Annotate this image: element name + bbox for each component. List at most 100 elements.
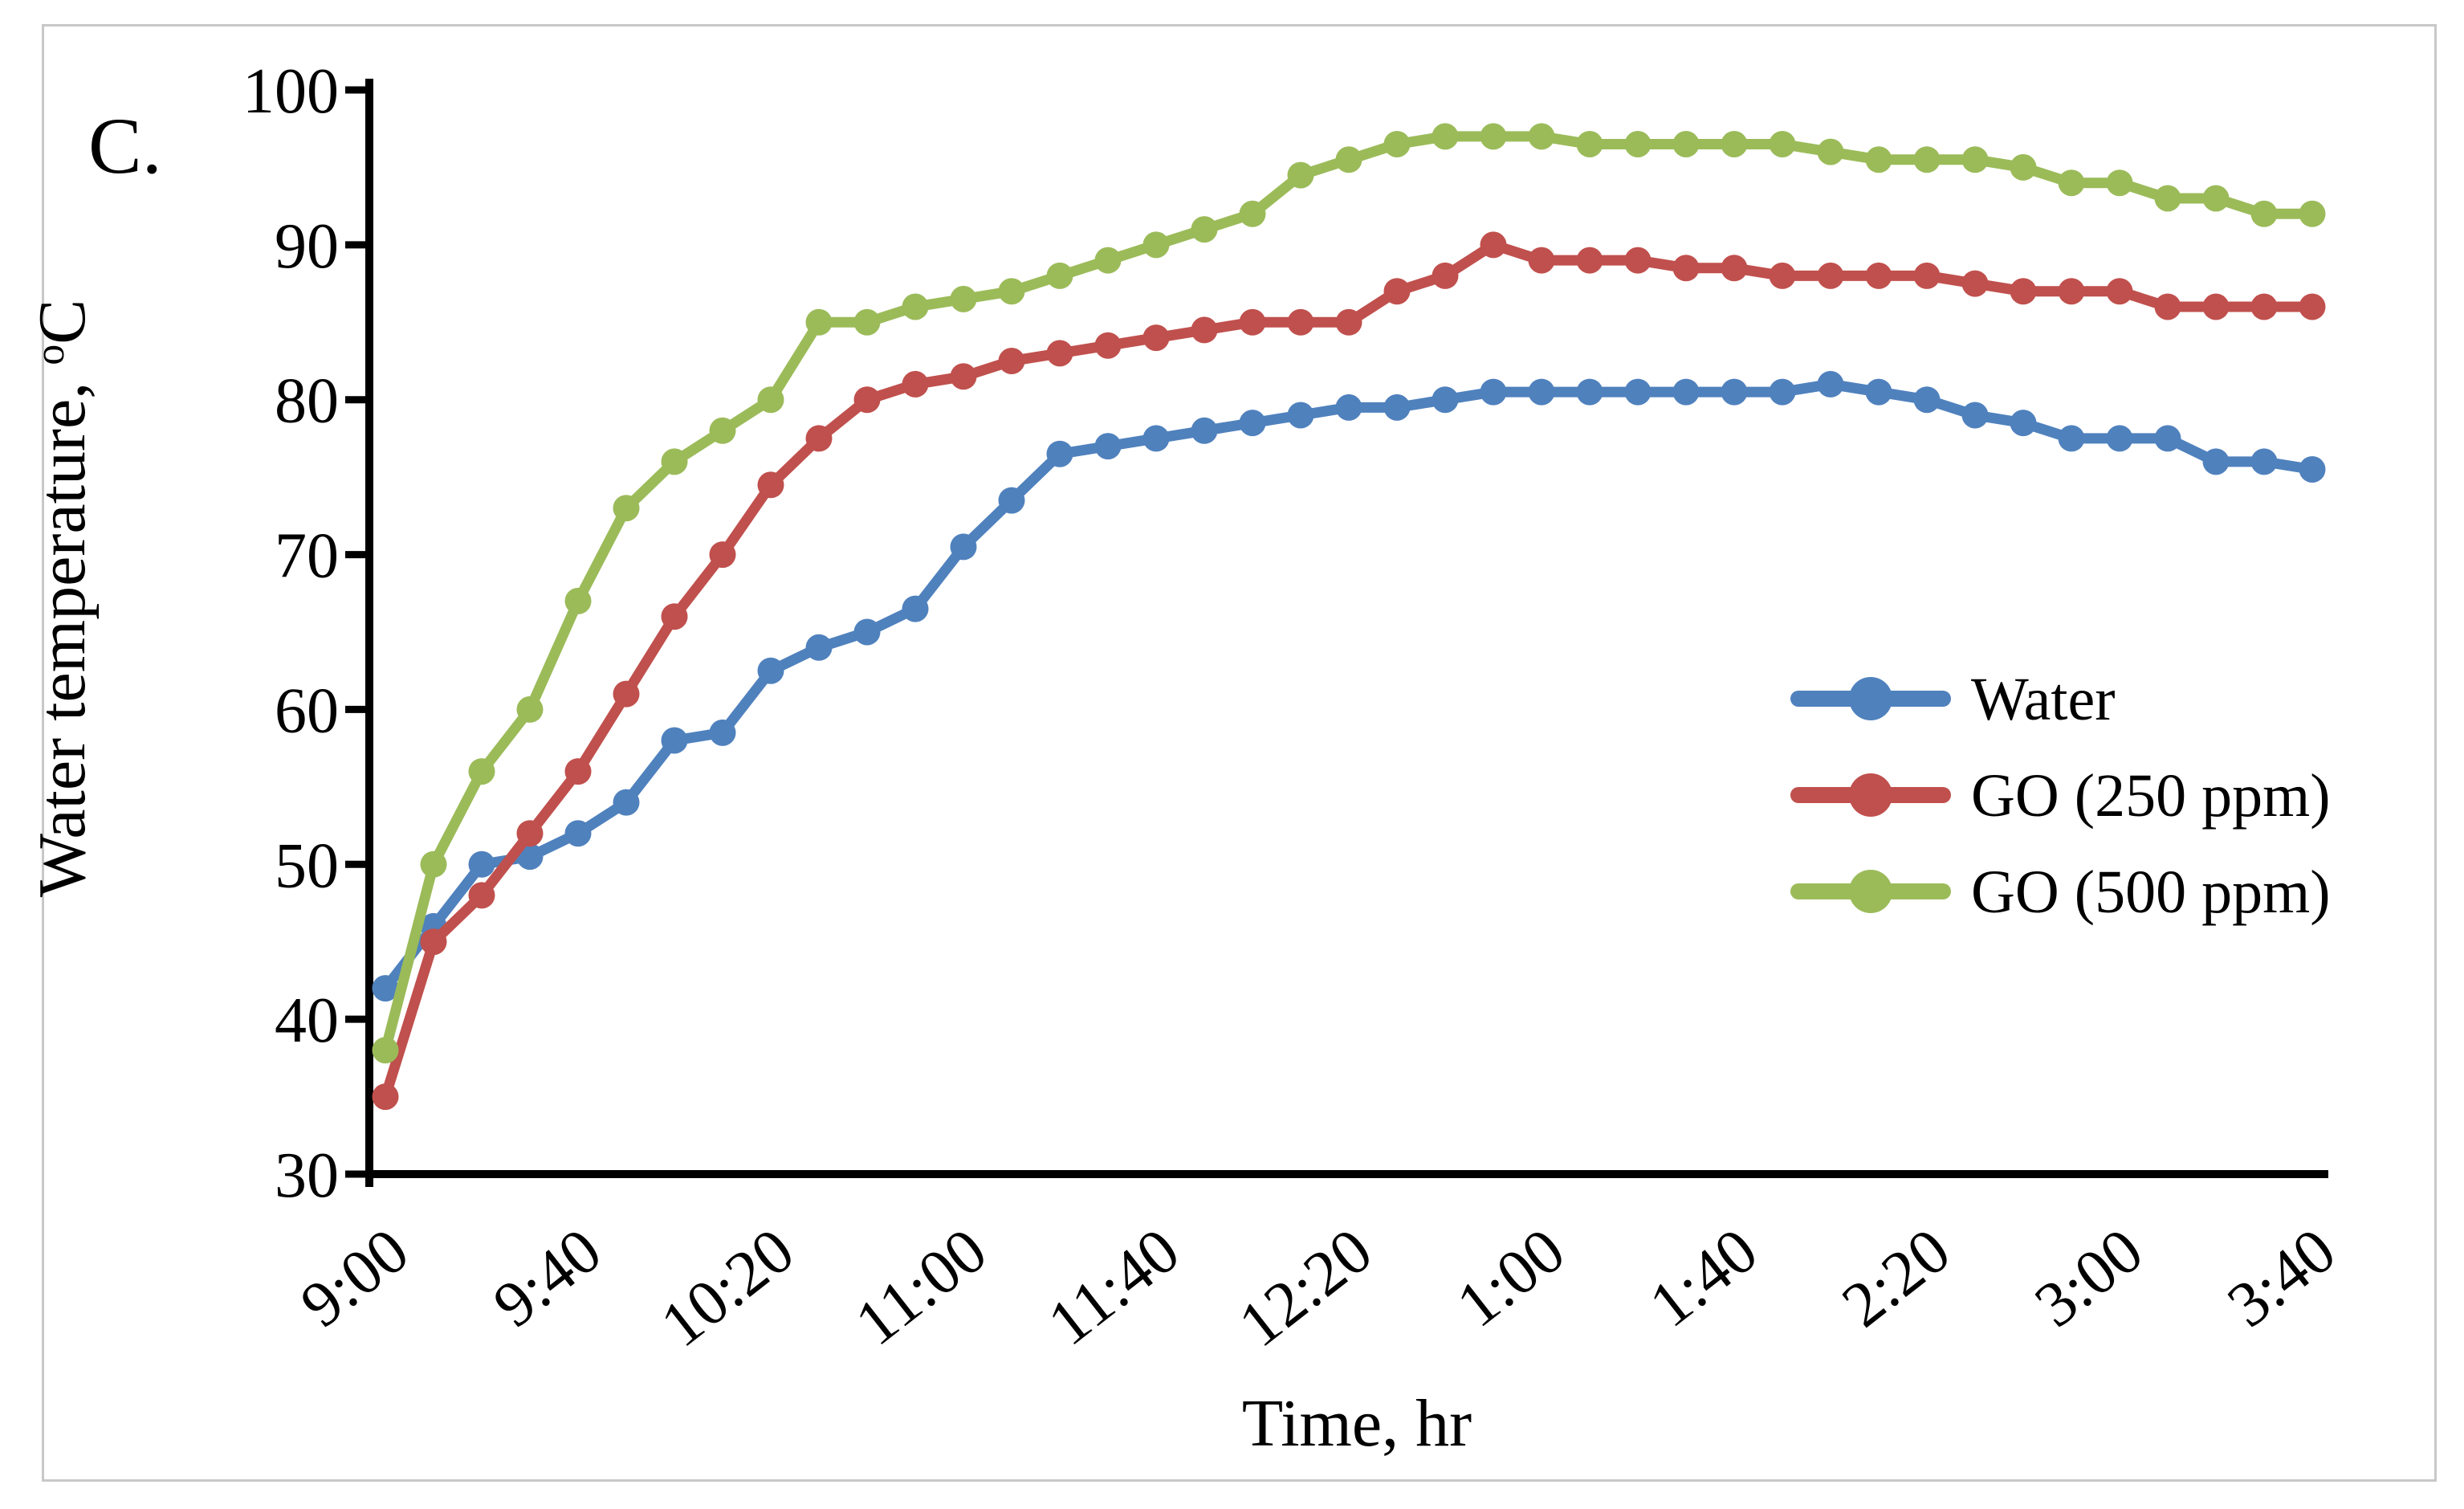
x-tick-label: 9:00 [288, 1215, 422, 1341]
x-tick-label: 1:00 [1444, 1215, 1578, 1341]
data-point-go-500-ppm-32 [1913, 146, 1941, 173]
data-point-go-250-ppm-34 [2010, 278, 2037, 305]
data-point-water-31 [1865, 378, 1892, 406]
data-point-go-250-ppm-21 [1383, 278, 1411, 305]
data-point-go-500-ppm-10 [853, 308, 881, 336]
x-axis-title: Time, hr [1242, 1386, 1472, 1461]
data-point-go-250-ppm-39 [2250, 293, 2278, 320]
data-point-go-500-ppm-13 [998, 278, 1025, 305]
data-point-go-250-ppm-5 [613, 680, 640, 708]
data-point-go-250-ppm-9 [805, 425, 833, 452]
data-point-water-24 [1528, 378, 1555, 406]
data-point-go-250-ppm-35 [2058, 278, 2085, 305]
data-point-go-500-ppm-21 [1383, 131, 1411, 157]
data-point-go-500-ppm-33 [1961, 146, 1989, 173]
legend-item-go-500-ppm: GO (500 ppm) [1790, 858, 2331, 926]
data-point-go-500-ppm-20 [1335, 146, 1362, 173]
y-tick-label: 90 [275, 211, 339, 282]
data-point-water-30 [1817, 370, 1844, 398]
data-point-go-250-ppm-29 [1769, 262, 1796, 289]
panel-label: C. [88, 101, 162, 190]
data-point-water-4 [564, 820, 592, 847]
data-point-go-500-ppm-0 [372, 1037, 399, 1064]
data-point-go-500-ppm-17 [1191, 216, 1218, 243]
data-point-go-500-ppm-23 [1480, 123, 1507, 150]
data-point-water-9 [805, 634, 833, 661]
data-point-water-13 [998, 487, 1025, 514]
data-point-go-250-ppm-13 [998, 348, 1025, 374]
data-point-go-250-ppm-31 [1865, 262, 1892, 289]
data-point-go-500-ppm-19 [1287, 161, 1314, 189]
data-point-go-500-ppm-8 [757, 386, 784, 414]
data-point-go-500-ppm-22 [1432, 123, 1459, 150]
data-point-go-250-ppm-15 [1094, 332, 1122, 359]
data-point-go-250-ppm-6 [661, 603, 688, 630]
data-point-go-500-ppm-15 [1094, 247, 1122, 274]
data-point-go-500-ppm-12 [950, 285, 977, 312]
data-point-water-6 [661, 727, 688, 754]
data-point-water-19 [1287, 402, 1314, 429]
data-point-go-250-ppm-22 [1432, 262, 1459, 289]
data-point-go-500-ppm-31 [1865, 146, 1892, 173]
data-point-go-250-ppm-36 [2106, 278, 2133, 305]
data-point-go-250-ppm-38 [2202, 293, 2230, 320]
x-tick-label: 11:00 [843, 1215, 1000, 1360]
data-point-water-26 [1624, 378, 1651, 406]
data-point-go-250-ppm-30 [1817, 262, 1844, 289]
data-point-go-500-ppm-34 [2010, 153, 2037, 181]
data-point-go-500-ppm-38 [2202, 185, 2230, 212]
data-point-water-10 [853, 618, 881, 646]
data-point-go-250-ppm-32 [1913, 262, 1941, 289]
data-point-water-15 [1094, 433, 1122, 460]
data-point-go-500-ppm-37 [2154, 185, 2181, 212]
data-point-water-16 [1142, 425, 1170, 452]
data-point-go-500-ppm-35 [2058, 169, 2085, 197]
data-point-water-17 [1191, 417, 1218, 444]
y-axis-title: Water temperature, oC [25, 300, 100, 898]
data-point-go-250-ppm-24 [1528, 247, 1555, 274]
data-point-go-500-ppm-11 [902, 293, 929, 320]
y-tick-label: 40 [275, 985, 339, 1056]
legend-label-go-250-ppm: GO (250 ppm) [1971, 762, 2331, 830]
legend-marker-go-500-ppm [1849, 870, 1892, 913]
data-point-go-250-ppm-4 [564, 758, 592, 785]
data-point-go-250-ppm-33 [1961, 270, 1989, 297]
data-point-go-250-ppm-3 [516, 820, 544, 847]
data-point-water-25 [1576, 378, 1603, 406]
x-tick-label: 9:40 [481, 1215, 614, 1341]
data-point-go-500-ppm-36 [2106, 169, 2133, 197]
data-point-go-500-ppm-30 [1817, 138, 1844, 165]
data-point-water-23 [1480, 378, 1507, 406]
data-point-go-500-ppm-27 [1672, 131, 1700, 157]
legend-marker-go-250-ppm [1849, 773, 1892, 817]
x-tick-label: 1:40 [1637, 1215, 1770, 1341]
data-point-go-250-ppm-7 [709, 541, 736, 569]
y-tick-label: 60 [275, 675, 339, 746]
data-point-go-500-ppm-9 [805, 308, 833, 336]
data-point-water-27 [1672, 378, 1700, 406]
data-point-go-500-ppm-26 [1624, 131, 1651, 157]
data-point-go-250-ppm-37 [2154, 293, 2181, 320]
data-point-go-500-ppm-14 [1046, 262, 1073, 289]
data-point-go-500-ppm-24 [1528, 123, 1555, 150]
data-point-water-29 [1769, 378, 1796, 406]
data-point-water-34 [2010, 410, 2037, 437]
data-point-go-250-ppm-10 [853, 386, 881, 414]
y-tick-label: 50 [275, 830, 339, 901]
data-point-go-500-ppm-25 [1576, 131, 1603, 157]
data-point-water-20 [1335, 394, 1362, 421]
data-point-go-500-ppm-29 [1769, 131, 1796, 157]
x-tick-label: 3:40 [2215, 1215, 2348, 1341]
data-point-water-18 [1239, 410, 1266, 437]
data-point-go-500-ppm-18 [1239, 200, 1266, 227]
data-point-water-14 [1046, 440, 1073, 467]
data-point-go-500-ppm-3 [516, 695, 544, 723]
legend-label-water: Water [1971, 666, 2116, 733]
data-point-go-500-ppm-5 [613, 495, 640, 522]
data-point-go-250-ppm-0 [372, 1083, 399, 1111]
data-point-go-500-ppm-7 [709, 417, 736, 444]
data-point-go-250-ppm-8 [757, 471, 784, 499]
y-tick-label: 100 [242, 56, 339, 127]
